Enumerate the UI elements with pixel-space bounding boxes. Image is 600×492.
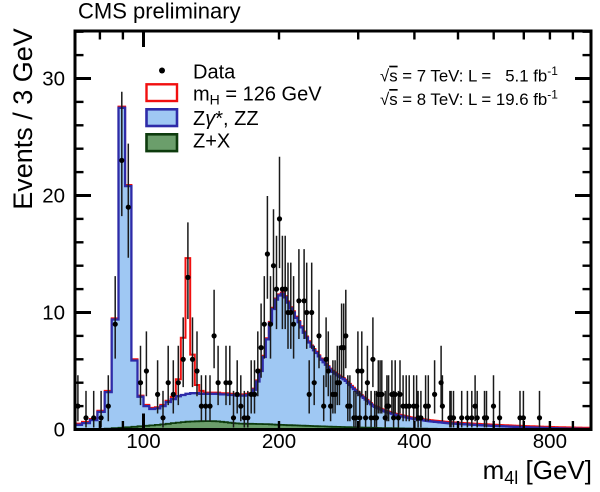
svg-text:0: 0 bbox=[54, 419, 65, 442]
svg-text:10: 10 bbox=[42, 302, 65, 325]
svg-text:mH = 126 GeV: mH = 126 GeV bbox=[193, 83, 322, 107]
svg-text:400: 400 bbox=[397, 430, 431, 453]
svg-text:100: 100 bbox=[126, 430, 160, 453]
svg-text:20: 20 bbox=[42, 185, 65, 208]
svg-text:m4l [GeV]: m4l [GeV] bbox=[483, 455, 592, 488]
svg-text:√s = 7 TeV: L = 5.1 fb-1: √s = 7 TeV: L = 5.1 fb-1 bbox=[380, 64, 558, 86]
svg-text:30: 30 bbox=[42, 68, 65, 91]
svg-text:Zγ*, ZZ: Zγ*, ZZ bbox=[193, 108, 259, 130]
svg-text:800: 800 bbox=[533, 430, 567, 453]
svg-text:Data: Data bbox=[193, 61, 236, 83]
svg-text:Z+X: Z+X bbox=[193, 130, 230, 152]
svg-text:200: 200 bbox=[262, 430, 296, 453]
svg-text:√s = 8 TeV: L = 19.6 fb-1: √s = 8 TeV: L = 19.6 fb-1 bbox=[380, 88, 558, 110]
svg-text:Events / 3 GeV: Events / 3 GeV bbox=[8, 28, 38, 210]
svg-text:CMS preliminary: CMS preliminary bbox=[78, 0, 241, 24]
